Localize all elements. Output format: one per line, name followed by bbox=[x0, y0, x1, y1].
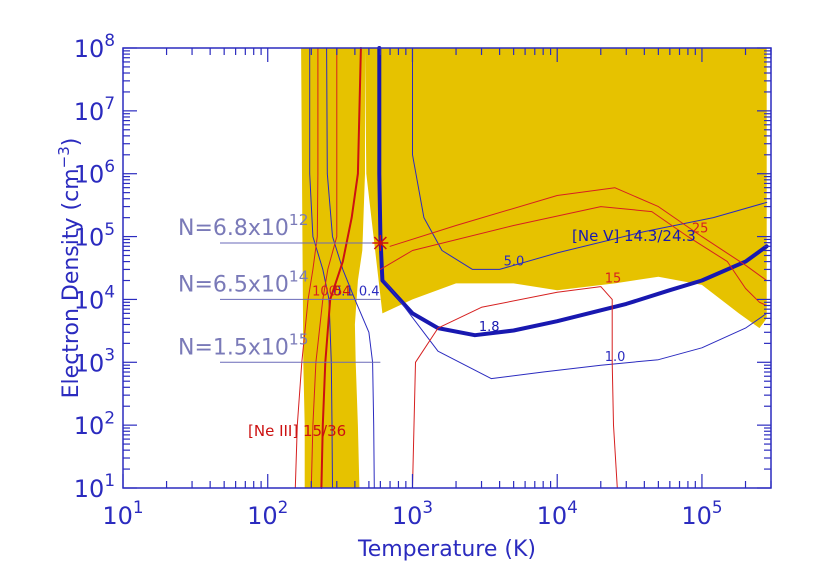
column-density-label-1: N=6.8x1012 bbox=[178, 211, 309, 241]
contour-label-8: 1.0 bbox=[605, 350, 626, 365]
contour-ne5-15-11 bbox=[412, 286, 618, 489]
y-tick-label-2: 102 bbox=[74, 407, 115, 440]
shaded-region-2 bbox=[365, 48, 767, 329]
contour-label-4: 54 bbox=[334, 284, 351, 299]
contour-ne3-54-4 bbox=[320, 47, 362, 489]
plot-frame bbox=[122, 47, 772, 489]
x-tick-label-3: 103 bbox=[392, 497, 433, 530]
intersection-marker bbox=[372, 235, 389, 252]
contour-label-11: 15 bbox=[605, 272, 622, 287]
shaded-regions bbox=[301, 48, 767, 488]
x-tick-label-2: 102 bbox=[247, 497, 288, 530]
contour-ne5-1.0-8 bbox=[383, 280, 768, 380]
x-tick-label-5: 105 bbox=[681, 497, 722, 530]
shaded-region-1 bbox=[301, 48, 365, 488]
contour-label-6: 1.8 bbox=[479, 320, 500, 335]
column-density-label-3: N=1.5x1015 bbox=[178, 330, 309, 360]
ne-v-series-label: [Ne V] 14.3/24.3 bbox=[572, 227, 696, 245]
y-tick-label-6: 106 bbox=[74, 156, 115, 189]
x-axis-title: Temperature (K) bbox=[357, 537, 536, 562]
contour-label-2: 0.4 bbox=[359, 284, 380, 299]
contour-label-1: 0.1 bbox=[333, 284, 354, 299]
contour-ne3-unlabeled-5 bbox=[310, 47, 338, 489]
x-tick-label-1: 101 bbox=[102, 497, 143, 530]
axes: 101 102 103 104 105 101 102 103 104 105 106 107 108 T… bbox=[55, 30, 772, 562]
y-tick-label-1: 101 bbox=[74, 470, 115, 503]
y-tick-label-7: 107 bbox=[74, 93, 115, 126]
contour-ne5-5.0-7 bbox=[412, 47, 768, 270]
y-tick-label-3: 103 bbox=[74, 344, 115, 377]
contour-ne5-1.8-6 bbox=[377, 46, 769, 338]
contour-label-7: 5.0 bbox=[504, 254, 525, 269]
y-tick-label-4: 104 bbox=[74, 282, 115, 315]
x-tick-label-4: 104 bbox=[537, 497, 578, 530]
column-density-label-2: N=6.5x1014 bbox=[178, 268, 309, 298]
contour-ne5-25-9 bbox=[379, 206, 768, 306]
y-axis-title: Electron Density (cm−3) bbox=[55, 138, 84, 399]
annotations: N=6.8x1012 N=6.5x1014 N=1.5x1015 [Ne III] 1… bbox=[178, 211, 696, 440]
ne-iii-series-label: [Ne III] 15/36 bbox=[248, 422, 346, 440]
y-tick-label-8: 108 bbox=[74, 30, 115, 63]
contour-ne3-0.1-1 bbox=[309, 47, 333, 489]
contour-ne3-100-3 bbox=[294, 47, 319, 489]
contour-ne5-unlabeled-10 bbox=[389, 187, 768, 281]
y-tick-label-5: 105 bbox=[74, 219, 115, 252]
